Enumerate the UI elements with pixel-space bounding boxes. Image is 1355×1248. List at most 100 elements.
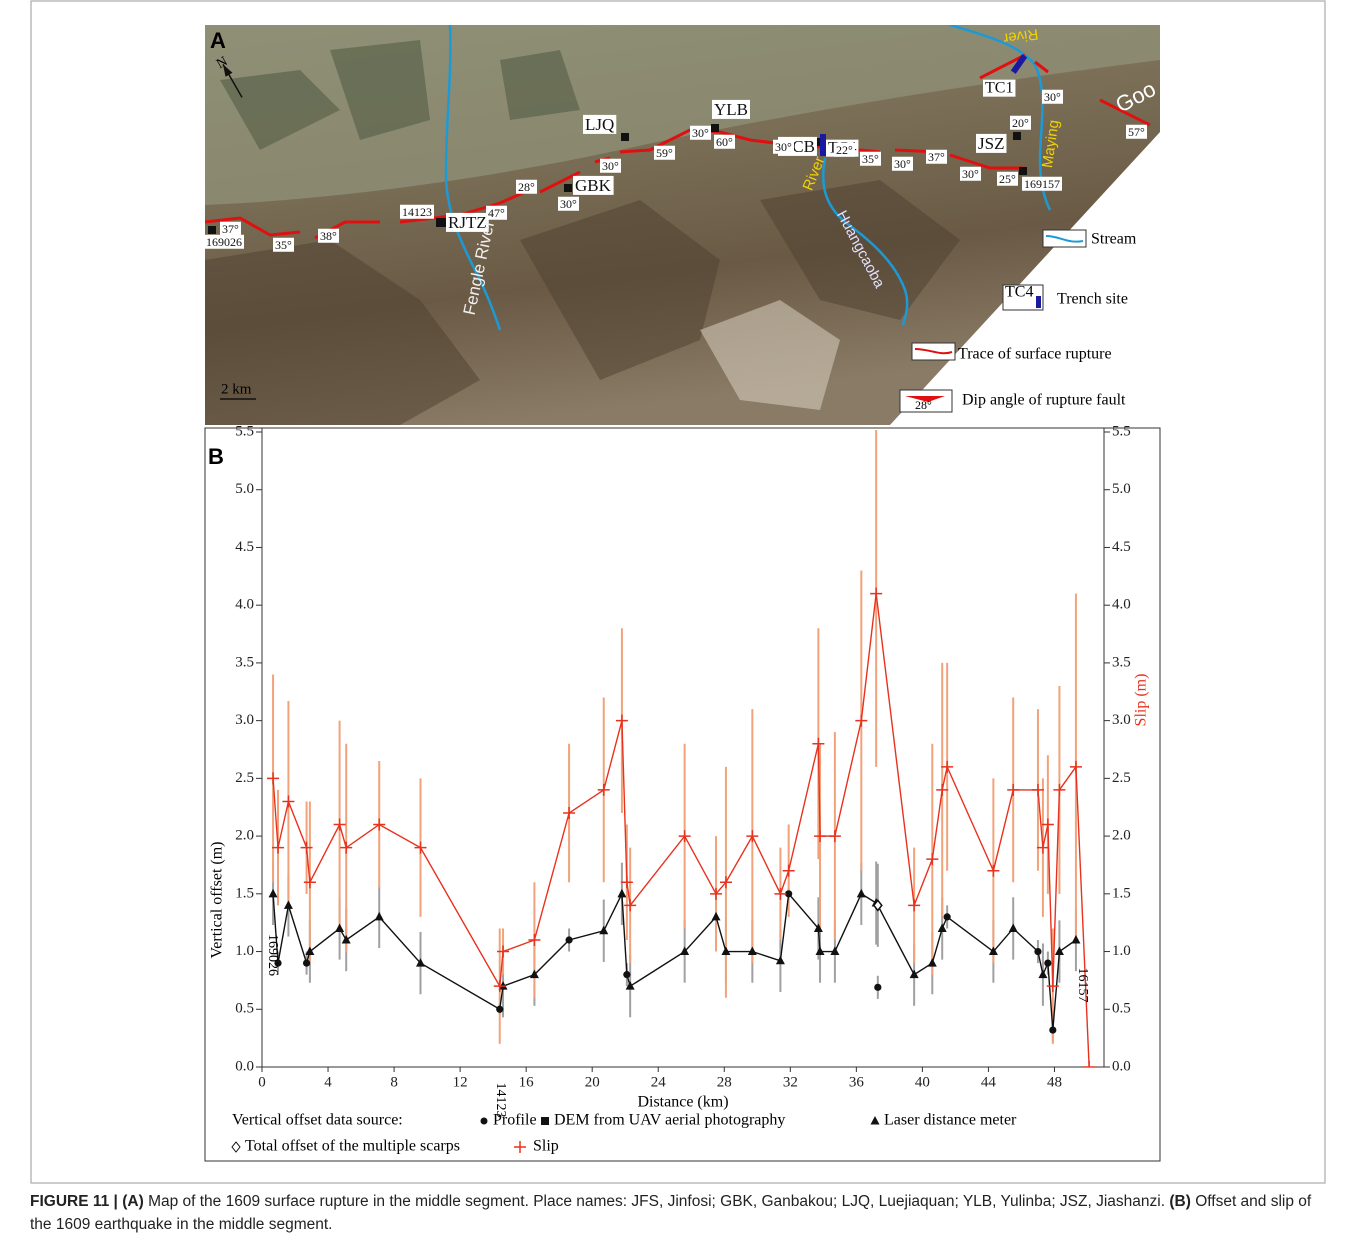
series-line <box>273 594 1089 1067</box>
x-tick-label: 40 <box>915 1074 930 1090</box>
x-tick-label: 8 <box>390 1074 398 1090</box>
x-tick-label: 16 <box>519 1074 535 1090</box>
point-id: 14123 <box>402 205 432 219</box>
dip-angle: 20° <box>1012 116 1029 130</box>
x-tick-label: 36 <box>849 1074 865 1090</box>
dip-angle: 60° <box>716 135 733 149</box>
y-axis-label: Vertical offset (m) <box>209 842 226 959</box>
x-tick-label: 24 <box>651 1074 667 1090</box>
marker-profile <box>623 971 630 978</box>
y-tick-label: 1.5 <box>235 885 254 901</box>
marker-slip <box>563 807 575 819</box>
y-tick-label: 0.5 <box>235 1001 254 1017</box>
marker-profile <box>565 936 572 943</box>
marker-laser <box>928 958 937 967</box>
scale-label: 2 km <box>221 381 252 397</box>
marker-laser <box>1038 970 1047 979</box>
y-tick-label: 0.0 <box>235 1058 254 1074</box>
caption-panel: (A) <box>122 1193 144 1210</box>
y2-tick-label: 0.0 <box>1112 1058 1131 1074</box>
dip-angle: 30° <box>894 157 911 171</box>
marker-slip <box>373 819 385 831</box>
dip-angle: 37° <box>928 150 945 164</box>
panel-label: A <box>210 28 226 53</box>
marker-slip <box>987 865 999 877</box>
chart-panel-frame <box>205 428 1160 1161</box>
y2-tick-label: 5.5 <box>1112 423 1131 439</box>
annotation: 169026 <box>265 934 280 976</box>
map-panel <box>205 25 1160 425</box>
dip-angle: 30° <box>775 140 792 154</box>
y2-tick-label: 1.5 <box>1112 885 1131 901</box>
marker-slip <box>414 842 426 854</box>
y2-axis-label: Slip (m) <box>1133 674 1150 727</box>
marker-laser <box>748 947 757 956</box>
marker-laser <box>305 947 314 956</box>
marker-laser <box>617 889 626 898</box>
legend-symbol <box>481 1118 488 1125</box>
dip-angle: 35° <box>275 238 292 252</box>
marker-slip <box>528 934 540 946</box>
marker-slip <box>855 715 867 727</box>
caption-label: FIGURE 11 | <box>30 1193 118 1210</box>
y-tick-label: 4.5 <box>235 539 254 555</box>
place-square <box>436 218 446 227</box>
place-name: LJQ <box>585 115 614 134</box>
trench-name: TC1 <box>985 80 1013 97</box>
caption-panel: (B) <box>1169 1193 1191 1210</box>
dip-angle: 30° <box>1044 90 1061 104</box>
trench-marker <box>820 134 826 156</box>
marker-slip <box>282 795 294 807</box>
legend-label: Dip angle of rupture fault <box>962 392 1126 409</box>
marker-laser <box>599 926 608 935</box>
legend-label: Trench site <box>1057 291 1128 308</box>
plot-area <box>267 420 1095 1073</box>
marker-profile <box>1044 959 1051 966</box>
y-tick-label: 4.0 <box>235 597 254 613</box>
marker-laser <box>830 947 839 956</box>
dip-angle: 25° <box>999 172 1016 186</box>
y-tick-label: 5.0 <box>235 481 254 497</box>
place-square <box>621 133 629 141</box>
y2-tick-label: 4.0 <box>1112 597 1131 613</box>
x-tick-label: 48 <box>1047 1074 1062 1090</box>
x-tick-label: 44 <box>981 1074 997 1090</box>
marker-slip <box>908 899 920 911</box>
dip-angle: 30° <box>962 167 979 181</box>
marker-slip <box>340 842 352 854</box>
place-name: YLB <box>714 100 748 119</box>
legend-symbol <box>871 1116 880 1125</box>
dip-angle: 30° <box>560 197 577 211</box>
y-tick-label: 3.0 <box>235 712 254 728</box>
dip-angle: 57° <box>1128 125 1145 139</box>
x-tick-label: 32 <box>783 1074 798 1090</box>
x-tick-label: 20 <box>585 1074 600 1090</box>
caption: FIGURE 11 | (A) Map of the 1609 surface … <box>30 1190 1320 1236</box>
marker-slip <box>774 888 786 900</box>
marker-laser <box>816 947 825 956</box>
marker-slip <box>926 853 938 865</box>
marker-slip <box>267 772 279 784</box>
place-name: GBK <box>575 176 612 195</box>
chart: B048121620242832364044480.00.51.01.52.02… <box>208 420 1150 1154</box>
marker-profile <box>1034 948 1041 955</box>
marker-slip <box>1053 784 1065 796</box>
panel-label: B <box>208 444 224 469</box>
legend-icon <box>1036 296 1041 308</box>
dip-angle: 59° <box>656 146 673 160</box>
place-square <box>1013 132 1021 140</box>
marker-slip <box>870 588 882 600</box>
place-name: JSZ <box>978 134 1004 153</box>
y2-tick-label: 2.0 <box>1112 828 1131 844</box>
marker-laser <box>342 935 351 944</box>
dip-angle: 30° <box>692 126 709 140</box>
marker-laser <box>269 889 278 898</box>
dip-angle: 30° <box>602 159 619 173</box>
y2-tick-label: 3.5 <box>1112 654 1131 670</box>
legend-title: Vertical offset data source: <box>232 1112 403 1129</box>
legend-symbol <box>514 1141 526 1153</box>
marker-laser <box>284 900 293 909</box>
dip-angle: 22° <box>836 143 853 157</box>
legend-icon-label: TC4 <box>1005 284 1033 301</box>
